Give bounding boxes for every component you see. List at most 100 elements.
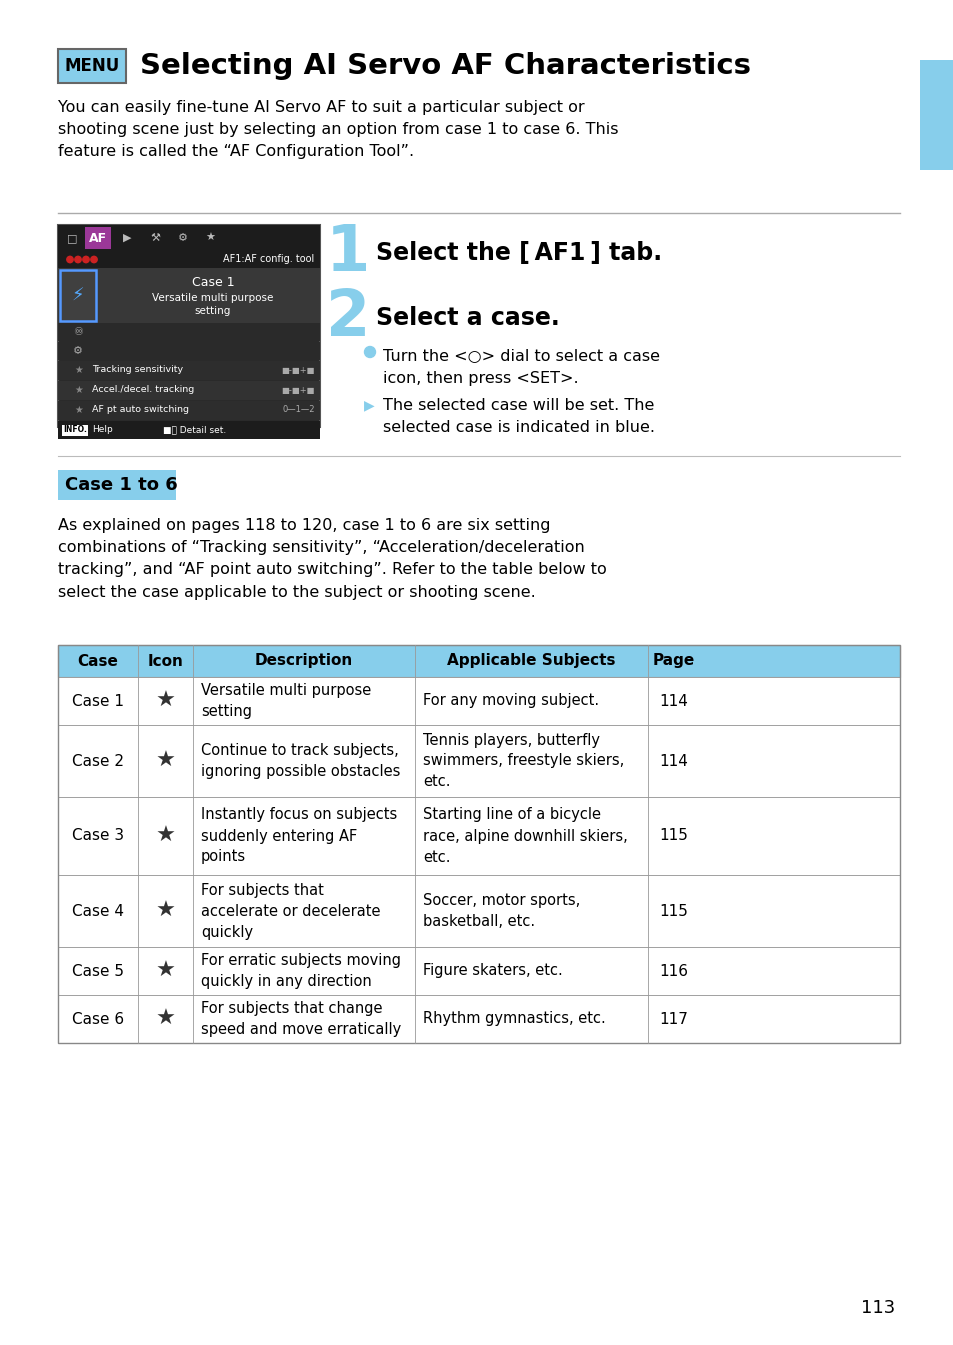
Text: INFO.: INFO. bbox=[63, 425, 87, 434]
Text: Applicable Subjects: Applicable Subjects bbox=[447, 654, 615, 668]
Text: Case: Case bbox=[77, 654, 118, 668]
FancyBboxPatch shape bbox=[58, 360, 319, 381]
Text: Turn the <○> dial to select a case
icon, then press <SET>.: Turn the <○> dial to select a case icon,… bbox=[382, 348, 659, 386]
FancyBboxPatch shape bbox=[62, 425, 88, 436]
Text: ▶: ▶ bbox=[123, 233, 132, 243]
Text: For erratic subjects moving
quickly in any direction: For erratic subjects moving quickly in a… bbox=[201, 954, 400, 989]
Text: Continue to track subjects,
ignoring possible obstacles: Continue to track subjects, ignoring pos… bbox=[201, 742, 400, 779]
Text: ⚒: ⚒ bbox=[150, 233, 160, 243]
Text: For subjects that
accelerate or decelerate
quickly: For subjects that accelerate or decelera… bbox=[201, 882, 380, 940]
Text: Page: Page bbox=[652, 654, 695, 668]
Text: setting: setting bbox=[194, 307, 231, 316]
Text: □: □ bbox=[67, 233, 77, 243]
Text: Case 1 to 6: Case 1 to 6 bbox=[65, 476, 177, 494]
FancyBboxPatch shape bbox=[58, 725, 899, 798]
Circle shape bbox=[67, 257, 73, 262]
FancyBboxPatch shape bbox=[58, 323, 319, 342]
Text: Case 6: Case 6 bbox=[71, 1011, 124, 1026]
Text: 1: 1 bbox=[326, 222, 370, 284]
FancyBboxPatch shape bbox=[58, 48, 126, 83]
Text: 117: 117 bbox=[659, 1011, 688, 1026]
Text: Case 5: Case 5 bbox=[71, 963, 124, 979]
Text: ★: ★ bbox=[155, 751, 175, 771]
Text: You can easily fine-tune AI Servo AF to suit a particular subject or
shooting sc: You can easily fine-tune AI Servo AF to … bbox=[58, 100, 618, 160]
Text: ⚙: ⚙ bbox=[178, 233, 188, 243]
Text: ▶: ▶ bbox=[364, 398, 375, 412]
Text: Tennis players, butterfly
swimmers, freestyle skiers,
etc.: Tennis players, butterfly swimmers, free… bbox=[422, 733, 623, 790]
Text: ■-■+■: ■-■+■ bbox=[281, 366, 314, 374]
FancyBboxPatch shape bbox=[58, 646, 899, 677]
Circle shape bbox=[364, 347, 375, 358]
FancyBboxPatch shape bbox=[58, 469, 175, 500]
Text: Starting line of a bicycle
race, alpine downhill skiers,
etc.: Starting line of a bicycle race, alpine … bbox=[422, 807, 627, 865]
Circle shape bbox=[74, 257, 81, 262]
Text: AF: AF bbox=[89, 231, 107, 245]
Text: 2: 2 bbox=[326, 286, 370, 348]
Text: For any moving subject.: For any moving subject. bbox=[422, 694, 598, 709]
Text: 0—1—2: 0—1—2 bbox=[282, 405, 314, 414]
FancyBboxPatch shape bbox=[58, 268, 319, 323]
Text: ★: ★ bbox=[155, 901, 175, 921]
Text: ★: ★ bbox=[74, 385, 83, 395]
Text: Icon: Icon bbox=[148, 654, 183, 668]
FancyBboxPatch shape bbox=[58, 225, 319, 252]
Text: ★: ★ bbox=[205, 233, 214, 243]
Text: ♾: ♾ bbox=[73, 327, 83, 338]
FancyBboxPatch shape bbox=[58, 252, 319, 268]
Text: Case 1: Case 1 bbox=[192, 276, 234, 288]
Text: Case 2: Case 2 bbox=[71, 753, 124, 768]
Text: Instantly focus on subjects
suddenly entering AF
points: Instantly focus on subjects suddenly ent… bbox=[201, 807, 396, 865]
Text: AF1:AF config. tool: AF1:AF config. tool bbox=[222, 254, 314, 265]
FancyBboxPatch shape bbox=[58, 401, 319, 420]
Text: Accel./decel. tracking: Accel./decel. tracking bbox=[91, 386, 194, 394]
FancyBboxPatch shape bbox=[58, 876, 899, 947]
Text: ■-■+■: ■-■+■ bbox=[281, 386, 314, 394]
Text: 115: 115 bbox=[659, 829, 688, 843]
Text: 113: 113 bbox=[860, 1299, 894, 1317]
Text: Case 4: Case 4 bbox=[71, 904, 124, 919]
Text: ★: ★ bbox=[155, 1009, 175, 1029]
Text: AF pt auto switching: AF pt auto switching bbox=[91, 405, 189, 414]
Text: As explained on pages 118 to 120, case 1 to 6 are six setting
combinations of “T: As explained on pages 118 to 120, case 1… bbox=[58, 518, 606, 600]
Text: 115: 115 bbox=[659, 904, 688, 919]
Text: MENU: MENU bbox=[64, 56, 119, 75]
Text: Versatile multi purpose: Versatile multi purpose bbox=[152, 293, 274, 303]
Text: Case 1: Case 1 bbox=[71, 694, 124, 709]
Text: Soccer, motor sports,
basketball, etc.: Soccer, motor sports, basketball, etc. bbox=[422, 893, 579, 929]
Text: ⚙: ⚙ bbox=[73, 346, 83, 356]
FancyBboxPatch shape bbox=[58, 947, 899, 995]
FancyBboxPatch shape bbox=[58, 225, 319, 426]
FancyBboxPatch shape bbox=[919, 61, 953, 169]
Text: ★: ★ bbox=[74, 405, 83, 416]
Text: ⚡: ⚡ bbox=[71, 286, 84, 304]
Text: The selected case will be set. The
selected case is indicated in blue.: The selected case will be set. The selec… bbox=[382, 398, 655, 434]
Text: ■⌚ Detail set.: ■⌚ Detail set. bbox=[163, 425, 226, 434]
Text: Versatile multi purpose
setting: Versatile multi purpose setting bbox=[201, 683, 371, 720]
Text: ★: ★ bbox=[155, 826, 175, 846]
FancyBboxPatch shape bbox=[58, 798, 899, 876]
Text: 116: 116 bbox=[659, 963, 688, 979]
Text: Selecting AI Servo AF Characteristics: Selecting AI Servo AF Characteristics bbox=[140, 52, 750, 79]
Text: Select a case.: Select a case. bbox=[375, 307, 559, 330]
Text: 114: 114 bbox=[659, 694, 688, 709]
Circle shape bbox=[91, 257, 97, 262]
Text: Figure skaters, etc.: Figure skaters, etc. bbox=[422, 963, 562, 979]
FancyBboxPatch shape bbox=[85, 227, 111, 249]
Text: Rhythm gymnastics, etc.: Rhythm gymnastics, etc. bbox=[422, 1011, 605, 1026]
FancyBboxPatch shape bbox=[58, 677, 899, 725]
FancyBboxPatch shape bbox=[58, 342, 319, 360]
Text: For subjects that change
speed and move erratically: For subjects that change speed and move … bbox=[201, 1001, 401, 1037]
FancyBboxPatch shape bbox=[58, 421, 319, 438]
Text: Select the [ AF1 ] tab.: Select the [ AF1 ] tab. bbox=[375, 241, 661, 265]
FancyBboxPatch shape bbox=[58, 381, 319, 399]
FancyBboxPatch shape bbox=[58, 995, 899, 1042]
Text: ★: ★ bbox=[74, 364, 83, 375]
Text: Description: Description bbox=[254, 654, 353, 668]
Text: ★: ★ bbox=[155, 691, 175, 712]
Text: 114: 114 bbox=[659, 753, 688, 768]
Circle shape bbox=[83, 257, 90, 262]
Text: Tracking sensitivity: Tracking sensitivity bbox=[91, 366, 183, 374]
Text: Help: Help bbox=[91, 425, 112, 434]
Text: ★: ★ bbox=[155, 960, 175, 981]
Text: Case 3: Case 3 bbox=[71, 829, 124, 843]
